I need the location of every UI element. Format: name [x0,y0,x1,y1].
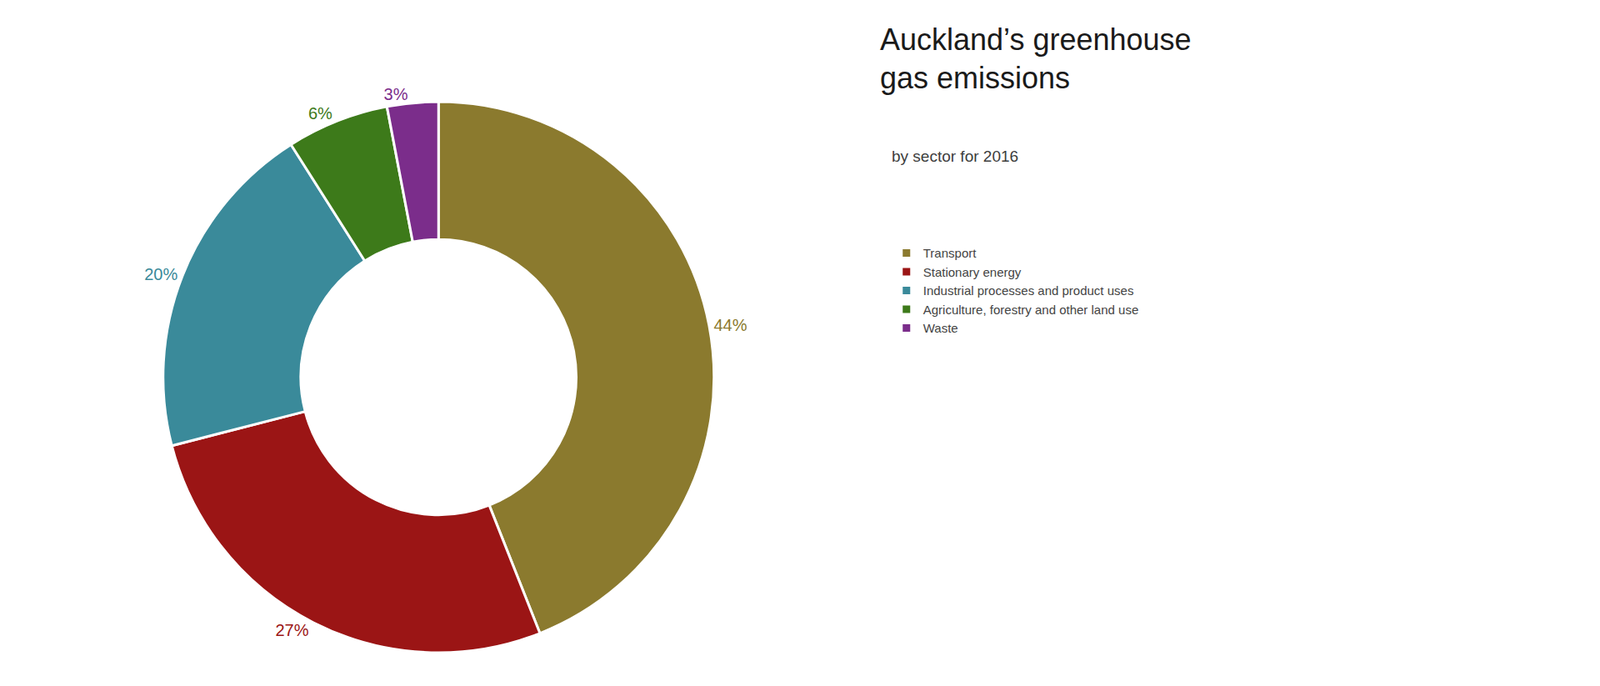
svg-text:44%: 44% [713,315,747,335]
svg-text:6%: 6% [308,104,333,123]
svg-text:by sector for 2016: by sector for 2016 [891,147,1019,165]
svg-text:20%: 20% [144,265,178,284]
svg-text:27%: 27% [275,620,309,640]
svg-text:Transport: Transport [923,245,977,260]
svg-text:Auckland’s greenhousegas emiss: Auckland’s greenhousegas emissions [880,22,1192,96]
svg-text:3%: 3% [384,85,409,104]
svg-text:Stationary energy: Stationary energy [923,265,1022,280]
svg-text:Waste: Waste [923,320,959,335]
svg-text:Agriculture, forestry and othe: Agriculture, forestry and other land use [923,302,1139,317]
svg-text:Industrial processes and produ: Industrial processes and product uses [923,283,1135,298]
